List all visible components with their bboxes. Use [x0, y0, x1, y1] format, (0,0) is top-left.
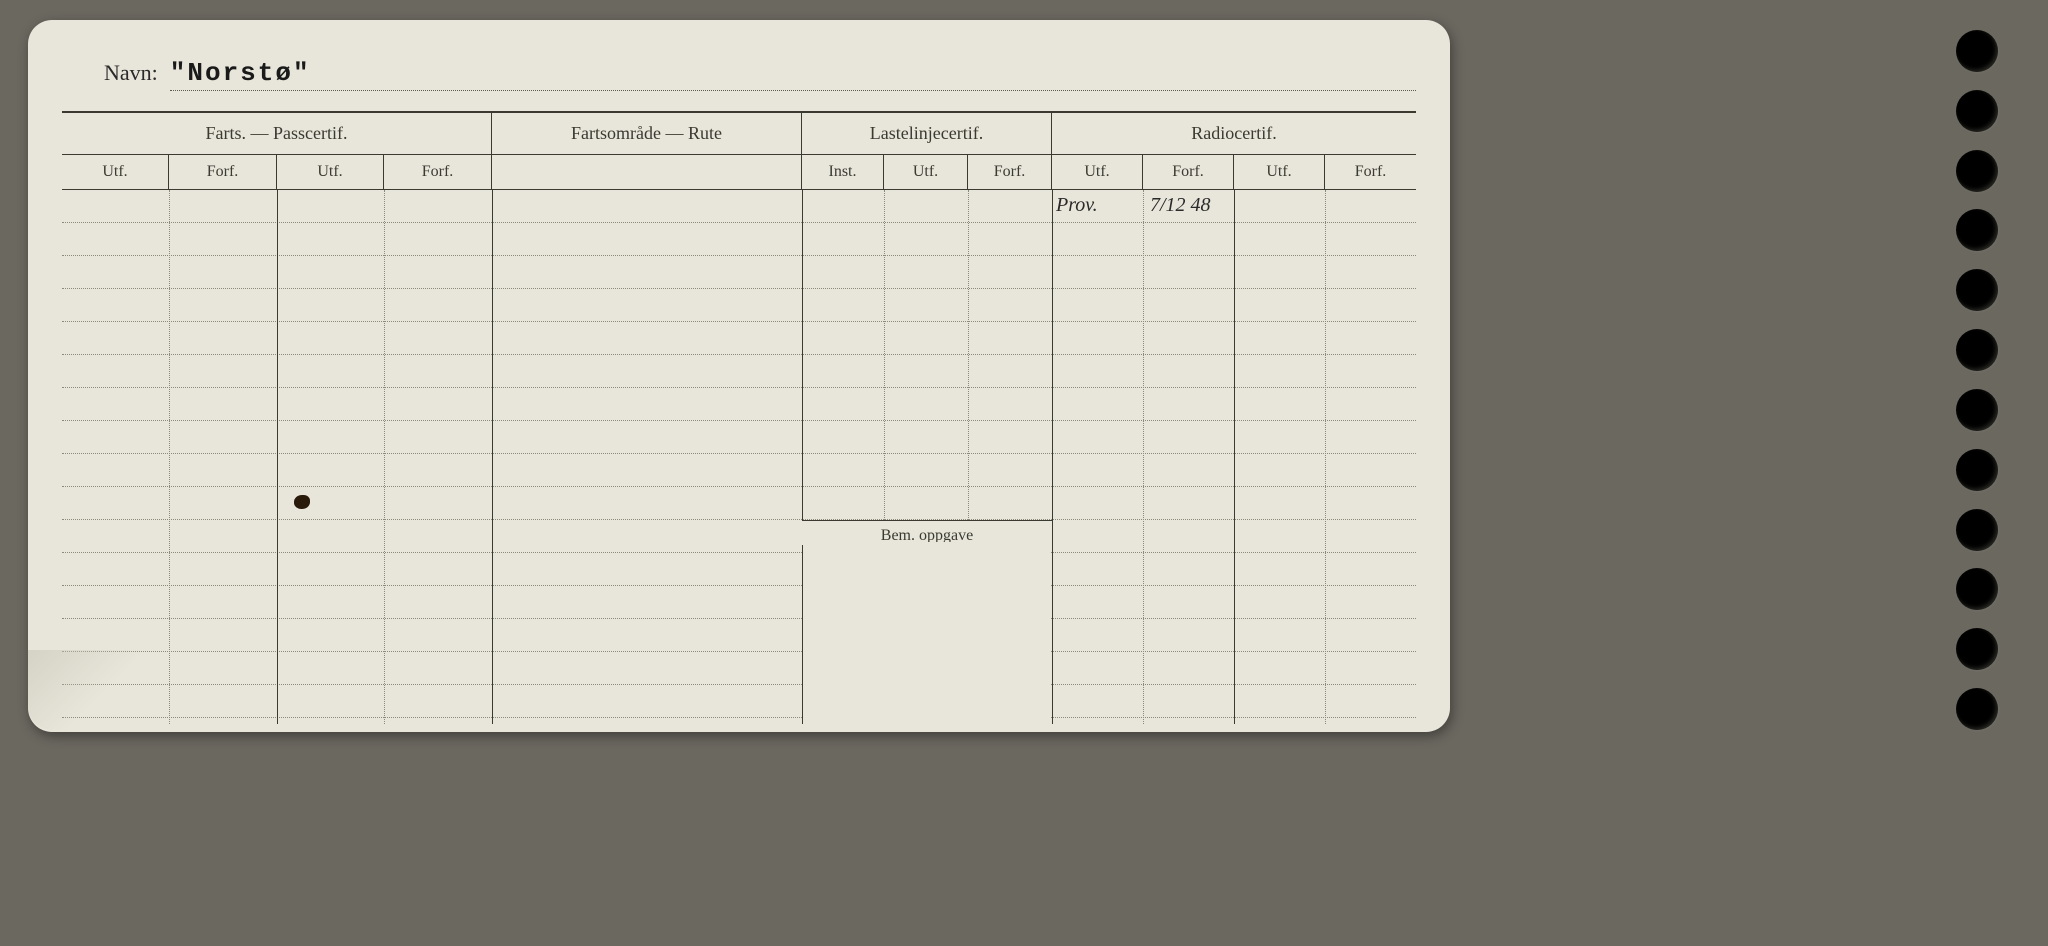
- table-row: [62, 190, 1416, 223]
- entry-radio-forf: 7/12 48: [1150, 194, 1211, 217]
- table-row: [62, 619, 1416, 652]
- col-utf-5: Utf.: [1234, 155, 1325, 189]
- vline: [492, 190, 493, 724]
- hole-icon: [1956, 449, 1998, 491]
- record-card: Navn: "Norstø" Farts. — Passcertif. Fart…: [28, 20, 1450, 732]
- name-value: "Norstø": [170, 58, 1416, 91]
- name-label: Navn:: [104, 60, 158, 86]
- hole-icon: [1956, 628, 1998, 670]
- col-route-blank: [492, 155, 802, 189]
- table-row: [62, 355, 1416, 388]
- table-row: [62, 487, 1416, 520]
- table-row: [62, 322, 1416, 355]
- col-utf-2: Utf.: [277, 155, 384, 189]
- table-row: [62, 454, 1416, 487]
- form-grid: Farts. — Passcertif. Fartsområde — Rute …: [62, 111, 1416, 724]
- hole-icon: [1956, 568, 1998, 610]
- table-row: [62, 289, 1416, 322]
- section-rute: Fartsområde — Rute: [492, 113, 802, 154]
- col-forf-3: Forf.: [968, 155, 1052, 189]
- table-row: [62, 586, 1416, 619]
- vline: [1143, 190, 1144, 724]
- entry-radio-utf: Prov.: [1056, 194, 1098, 217]
- section-radio: Radiocertif.: [1052, 113, 1416, 154]
- col-inst: Inst.: [802, 155, 884, 189]
- bem-oppgave-area: [803, 542, 1051, 724]
- column-headers: Utf. Forf. Utf. Forf. Inst. Utf. Forf. U…: [62, 155, 1416, 190]
- vline: [884, 190, 885, 520]
- hole-icon: [1956, 209, 1998, 251]
- table-row: [62, 685, 1416, 718]
- table-row: [62, 388, 1416, 421]
- hole-icon: [1956, 389, 1998, 431]
- hole-icon: [1956, 30, 1998, 72]
- hole-icon: [1956, 688, 1998, 730]
- body-rows: Bem. oppgave Prov. 7/12 48: [62, 190, 1416, 724]
- table-row: [62, 652, 1416, 685]
- ink-spot: [294, 495, 310, 509]
- table-row: [62, 256, 1416, 289]
- vline: [384, 190, 385, 724]
- col-utf-4: Utf.: [1052, 155, 1143, 189]
- hole-icon: [1956, 269, 1998, 311]
- col-forf-4: Forf.: [1143, 155, 1234, 189]
- table-row: [62, 520, 1416, 553]
- hole-icon: [1956, 90, 1998, 132]
- table-row: [62, 421, 1416, 454]
- section-farts: Farts. — Passcertif.: [62, 113, 492, 154]
- col-forf-5: Forf.: [1325, 155, 1416, 189]
- table-row: [62, 553, 1416, 586]
- vline: [277, 190, 278, 724]
- section-laste: Lastelinjecertif.: [802, 113, 1052, 154]
- name-row: Navn: "Norstø": [62, 58, 1416, 91]
- vline: [968, 190, 969, 520]
- table-row: [62, 223, 1416, 256]
- col-forf-1: Forf.: [169, 155, 277, 189]
- hole-icon: [1956, 329, 1998, 371]
- section-headers: Farts. — Passcertif. Fartsområde — Rute …: [62, 113, 1416, 155]
- vline: [1052, 190, 1053, 724]
- col-utf-1: Utf.: [62, 155, 169, 189]
- col-utf-3: Utf.: [884, 155, 968, 189]
- hole-icon: [1956, 509, 1998, 551]
- vline: [1325, 190, 1326, 724]
- col-forf-2: Forf.: [384, 155, 492, 189]
- binder-holes: [1956, 30, 1998, 730]
- vline: [169, 190, 170, 724]
- hole-icon: [1956, 150, 1998, 192]
- vline: [1234, 190, 1235, 724]
